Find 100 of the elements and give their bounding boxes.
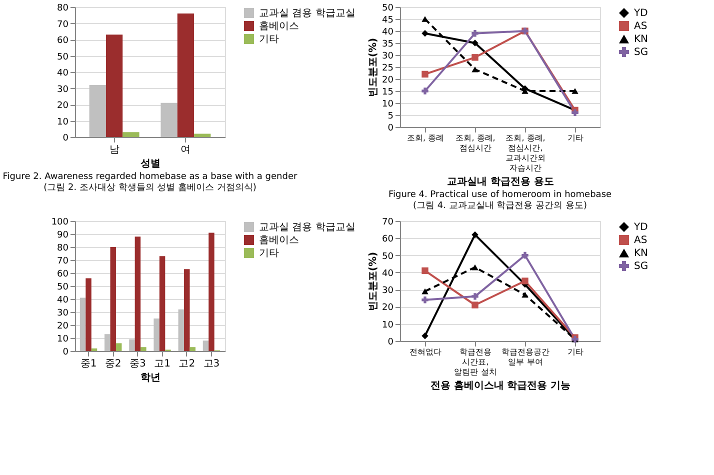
x-axis-title: 교과실내 학급전용 용도 [447, 176, 554, 188]
x-tick-label: 남 [109, 144, 120, 156]
y-tick-label: 40 [57, 68, 69, 78]
legend-label: 홈베이스 [259, 235, 299, 246]
y-tick-label: 60 [57, 270, 69, 280]
y-tick-label: 60 [57, 36, 69, 46]
caption: Figure 4. Practical use of homeroom in homebase [388, 190, 612, 200]
point [472, 264, 478, 270]
y-tick-label: 0 [388, 124, 394, 134]
bar [104, 334, 110, 351]
y-tick-label: 10 [382, 100, 394, 110]
legend-label: 교과실 겸용 학급교실 [259, 222, 356, 233]
y-tick-label: 40 [382, 28, 394, 38]
x-tick-label: 중3 [130, 358, 146, 370]
y-tick-label: 25 [382, 64, 394, 74]
x-tick-label: 학급전용공간 일부 부여 [502, 348, 550, 366]
x-tick-label: 고1 [154, 358, 170, 370]
y-tick-label: 30 [57, 308, 69, 318]
legend-label: KN [634, 248, 648, 259]
bar [154, 318, 160, 351]
legend-label: AS [634, 21, 648, 32]
y-tick-label: 35 [382, 40, 394, 50]
bar [129, 339, 135, 351]
bar [177, 14, 194, 137]
y-tick-label: 100 [51, 218, 69, 228]
x-tick-label: 중2 [104, 358, 122, 370]
y-tick-label: 70 [57, 256, 69, 266]
y-tick-label: 50 [57, 52, 69, 62]
y-tick-label: 80 [57, 244, 69, 254]
legend-label: YD [633, 222, 648, 233]
point [422, 288, 428, 294]
point [422, 16, 428, 22]
x-tick-label: 기타 [568, 134, 584, 142]
y-tick-label: 20 [57, 101, 69, 111]
point [522, 278, 528, 284]
y-tick-label: 10 [382, 320, 394, 330]
point [572, 88, 578, 94]
point [522, 252, 528, 259]
bar [91, 348, 98, 351]
y-tick-label: 0 [62, 134, 69, 144]
x-axis-title: 성별 [140, 158, 160, 170]
x-tick-label: 조회, 종례, 점심시간, 교과시간외 자습시간 [506, 134, 546, 172]
y-tick-label: 40 [57, 296, 69, 306]
legend-label: YD [633, 8, 648, 19]
bar [202, 340, 209, 351]
y-axis-title: 빈도분포(%) [368, 38, 380, 98]
point [522, 292, 528, 298]
y-tick-label: 45 [382, 16, 394, 26]
y-tick-label: 50 [382, 252, 394, 262]
legend-label: AS [634, 235, 648, 246]
point [472, 54, 478, 61]
bar [184, 269, 190, 351]
y-tick-label: 10 [57, 334, 69, 344]
point [422, 332, 428, 340]
y-tick-label: 60 [382, 234, 394, 245]
point [572, 109, 578, 116]
bar [178, 309, 184, 351]
legend-label: 기타 [259, 34, 279, 45]
bar [122, 132, 140, 137]
text: (그림 4. 교과교실내 학급전용 공간의 용도) [413, 201, 587, 211]
point [472, 66, 478, 72]
point [422, 70, 428, 78]
legend-label: 홈베이스 [259, 21, 299, 32]
y-tick-label: 30 [57, 84, 69, 95]
y-tick-label: 30 [382, 52, 394, 62]
y-axis-title: 빈도분포(%) [368, 252, 380, 312]
bar [89, 85, 106, 137]
x-axis-title: 학년 [140, 372, 160, 384]
y-tick-label: 20 [57, 322, 69, 332]
point [472, 231, 478, 238]
bar [86, 278, 92, 351]
caption: Figure 2. Awareness regarded homebase as a base with a gender [2, 172, 298, 182]
x-axis-title: 전용 홈베이스내 학급전용 기능 [430, 380, 571, 392]
legend-label: 기타 [259, 248, 279, 259]
bar [110, 247, 116, 351]
bar [106, 34, 123, 137]
y-tick-label: 5 [388, 112, 394, 122]
text: (그림 2. 조사대상 학생들의 성별 홈베이스 거점의식) [44, 183, 256, 193]
y-tick-label: 50 [57, 282, 69, 292]
point [422, 267, 428, 274]
point [472, 302, 478, 308]
y-tick-label: 70 [57, 20, 69, 30]
x-tick-label: 조회, 종례 [406, 134, 444, 142]
x-tick-label: 고3 [203, 358, 220, 370]
bar [134, 236, 141, 351]
y-tick-label: 20 [382, 76, 394, 86]
y-tick-label: 40 [382, 268, 394, 279]
y-tick-label: 70 [382, 218, 394, 228]
x-tick-label: 조회, 종례, 점심시간 [456, 134, 496, 152]
point [472, 30, 478, 37]
y-tick-label: 15 [382, 88, 394, 98]
legend-label: 교과실 겸용 학급교실 [259, 8, 356, 19]
y-tick-label: 10 [57, 117, 69, 128]
y-tick-label: 80 [57, 4, 69, 14]
bar [116, 343, 122, 351]
legend-label: SG [634, 47, 648, 58]
y-tick-label: 30 [382, 286, 394, 296]
y-tick-label: 90 [57, 230, 69, 240]
bar [160, 102, 178, 137]
x-tick-label: 학급전용 시간표, 알림판 설치 [454, 348, 497, 376]
